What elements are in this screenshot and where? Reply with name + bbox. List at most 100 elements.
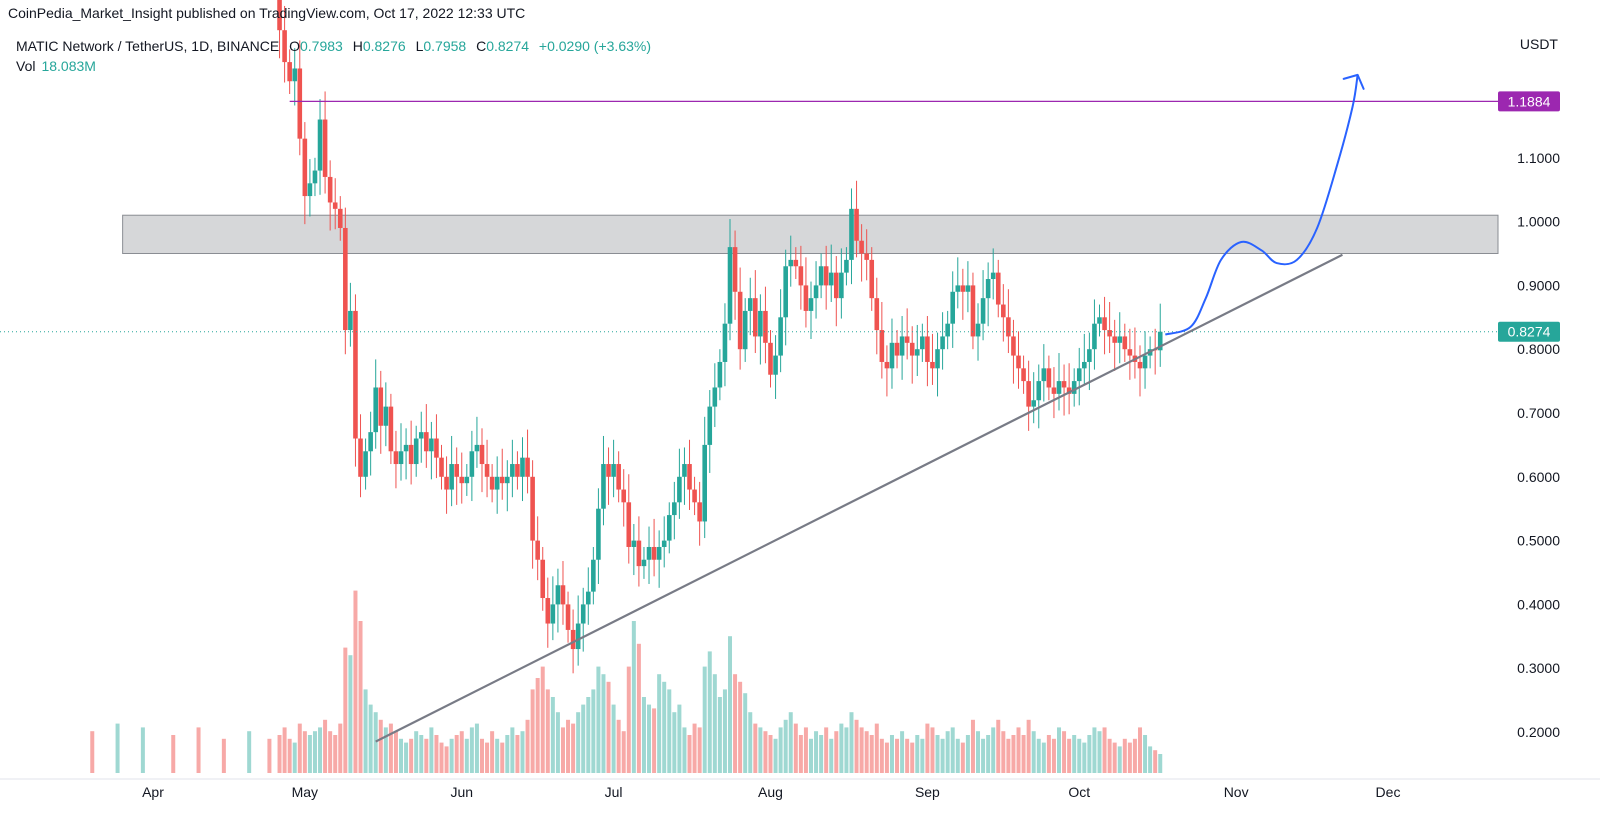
- volume-bar: [1143, 735, 1148, 773]
- volume-bar: [353, 590, 358, 773]
- candle-body: [575, 623, 581, 650]
- candle-body: [1112, 336, 1117, 343]
- volume-bar: [196, 727, 201, 773]
- candle-body: [348, 310, 353, 331]
- price-tick-label: 0.6000: [1517, 469, 1560, 485]
- candle-body: [424, 432, 429, 452]
- candle-body: [1016, 355, 1021, 369]
- volume-bar: [333, 735, 338, 773]
- candle-body: [656, 546, 662, 560]
- volume-bar: [839, 723, 844, 773]
- candle-body: [1026, 381, 1031, 407]
- volume-bar: [383, 727, 388, 773]
- volume-bar: [540, 666, 545, 773]
- candle-body: [697, 502, 702, 522]
- candle-body: [778, 317, 783, 356]
- time-tick-label: Sep: [915, 784, 940, 800]
- volume-bar: [925, 723, 930, 773]
- candle-body: [317, 119, 323, 171]
- candle-body: [469, 451, 475, 477]
- candle-body: [499, 476, 505, 484]
- candle-body: [560, 585, 566, 605]
- volume-bar: [566, 719, 571, 773]
- volume-bar: [849, 712, 854, 773]
- candle-body: [307, 183, 313, 197]
- volume-bar: [940, 738, 945, 773]
- candle-body: [474, 444, 480, 452]
- candle-body: [327, 176, 333, 203]
- candle-body: [580, 604, 586, 624]
- volume-bar: [535, 678, 540, 773]
- candle-body: [661, 540, 667, 547]
- volume-bar: [965, 735, 970, 773]
- candle-body: [1092, 323, 1097, 350]
- volume-bar: [981, 738, 986, 773]
- candle-body: [1056, 381, 1062, 394]
- time-tick-label: Jul: [605, 784, 623, 800]
- candle-body: [909, 342, 915, 356]
- candle-body: [1107, 330, 1112, 337]
- volume-bar: [318, 727, 323, 773]
- candle-body: [960, 285, 966, 292]
- volume-bar: [900, 731, 905, 773]
- volume-bar: [221, 738, 226, 773]
- volume-bar: [586, 697, 591, 773]
- volume-bar: [1006, 738, 1011, 773]
- candle-body: [337, 208, 343, 228]
- candle-body: [722, 323, 728, 362]
- volume-bar: [1021, 735, 1026, 773]
- volume-bar: [986, 735, 991, 773]
- candle-body: [849, 208, 854, 260]
- candle-body: [1076, 368, 1082, 382]
- candle-body: [808, 298, 814, 311]
- volume-bar: [591, 689, 596, 773]
- volume-bar: [920, 738, 925, 773]
- candle-body: [935, 349, 940, 369]
- volume-bar: [469, 727, 474, 773]
- volume-bar: [1132, 738, 1137, 773]
- candle-body: [601, 464, 606, 509]
- volume-bar: [409, 738, 414, 773]
- volume-bar: [378, 719, 383, 773]
- candle-body: [828, 272, 834, 286]
- candle-body: [930, 361, 935, 369]
- candle-body: [985, 279, 991, 299]
- volume-bar: [1016, 727, 1021, 773]
- candle-body: [378, 387, 384, 426]
- symbol-legend: MATIC Network / TetherUS, 1D, BINANCE O0…: [16, 38, 651, 54]
- candle-body: [550, 604, 556, 624]
- axes: 0.2000 0.3000 0.4000 0.5000 0.6000 0.7000 0.80…: [0, 91, 1600, 800]
- time-tick-label: Jun: [450, 784, 473, 800]
- volume-bar: [1011, 735, 1016, 773]
- resistance-price-tag: [1498, 91, 1560, 112]
- last-price-label: 0.8274: [1508, 324, 1551, 340]
- candle-body: [388, 406, 394, 452]
- candle-body: [530, 476, 535, 541]
- volume-bar: [874, 723, 879, 773]
- candle-body: [894, 342, 900, 356]
- volume-bar: [722, 689, 727, 773]
- volume-bar: [606, 681, 611, 773]
- price-tick-label: 0.3000: [1517, 660, 1560, 676]
- candle-body: [758, 310, 763, 337]
- volume-bar: [814, 731, 819, 773]
- candle-body: [368, 432, 373, 452]
- candlesticks: [277, 0, 1163, 674]
- candle-body: [459, 476, 465, 484]
- candle-body: [418, 432, 424, 439]
- volume-bar: [419, 735, 424, 773]
- volume-bar: [449, 738, 454, 773]
- volume-bar: [647, 704, 652, 773]
- volume-bar: [707, 651, 712, 773]
- candle-body: [702, 444, 708, 522]
- time-tick-label: Nov: [1224, 784, 1249, 800]
- candle-body: [1082, 361, 1087, 369]
- volume-bar: [388, 723, 393, 773]
- close-value: 0.8274: [486, 38, 530, 54]
- price-tick-label: 0.4000: [1517, 596, 1560, 612]
- candle-body: [793, 259, 799, 267]
- volume-bar: [834, 731, 839, 773]
- candle-body: [312, 170, 318, 184]
- volume-bar: [697, 727, 702, 773]
